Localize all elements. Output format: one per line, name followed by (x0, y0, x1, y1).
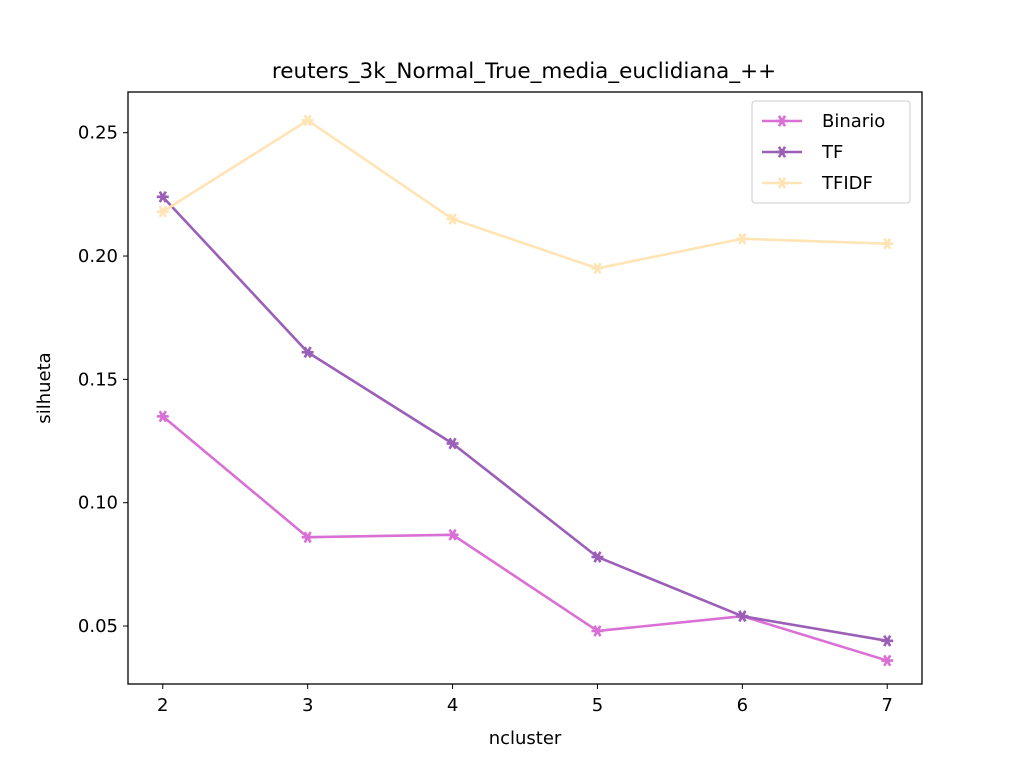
data-point-binario (156, 410, 169, 423)
legend-label: Binario (822, 111, 885, 132)
x-tick-label: 6 (737, 695, 748, 716)
data-point-tfidf (881, 237, 894, 250)
data-point-tf (591, 551, 604, 563)
legend-label: TFIDF (821, 173, 873, 194)
legend-item-tfidf: TFIDF (762, 173, 873, 194)
series-tf (156, 190, 894, 647)
legend-label: TF (821, 142, 843, 163)
legend-item-binario: Binario (762, 111, 885, 132)
legend-box (751, 100, 911, 204)
data-point-tfidf (591, 262, 604, 275)
data-point-tfidf (736, 232, 749, 245)
data-point-tf (446, 437, 459, 450)
series-tfidf (156, 114, 894, 275)
legend: Binario TF TFIDF (751, 100, 911, 204)
data-point-tf (301, 346, 314, 359)
series-line-tf (161, 195, 888, 643)
x-axis-label: ncluster (489, 728, 562, 749)
data-point-tf (736, 610, 749, 623)
x-tick-label: 7 (881, 695, 892, 716)
plot-frame (127, 91, 923, 685)
series-line-binario (161, 415, 888, 662)
y-axis: 0.05 0.10 0.15 0.20 0.25 (78, 123, 128, 637)
legend-marker (776, 146, 788, 158)
legend-marker (776, 115, 788, 127)
chart-title: reuters_3k_Normal_True_media_euclidiana_… (272, 59, 776, 84)
y-axis-label: silhueta (34, 352, 55, 423)
y-tick-label: 0.10 (78, 493, 118, 514)
data-point-tf (156, 190, 169, 203)
series-line-tfidf (162, 119, 888, 270)
y-tick-label: 0.20 (78, 246, 118, 267)
data-point-binario (446, 528, 459, 541)
data-point-tf (881, 634, 894, 647)
data-point-binario (591, 625, 604, 637)
data-point-binario (881, 654, 894, 667)
y-tick-label: 0.15 (78, 369, 118, 390)
legend-marker (776, 177, 788, 189)
data-point-tfidf (301, 114, 314, 127)
data-point-tfidf (156, 205, 169, 218)
x-tick-label: 2 (157, 695, 168, 716)
data-point-tfidf (446, 213, 459, 225)
y-tick-label: 0.25 (78, 123, 118, 144)
plot-area (156, 114, 894, 667)
y-tick-label: 0.05 (78, 616, 118, 637)
x-tick-label: 3 (302, 695, 313, 716)
x-axis: 2 3 4 5 6 7 (157, 684, 893, 716)
x-tick-label: 5 (592, 695, 603, 716)
series-binario (156, 410, 894, 667)
x-tick-label: 4 (447, 695, 458, 716)
legend-item-tf: TF (762, 142, 843, 163)
data-point-binario (301, 531, 314, 544)
